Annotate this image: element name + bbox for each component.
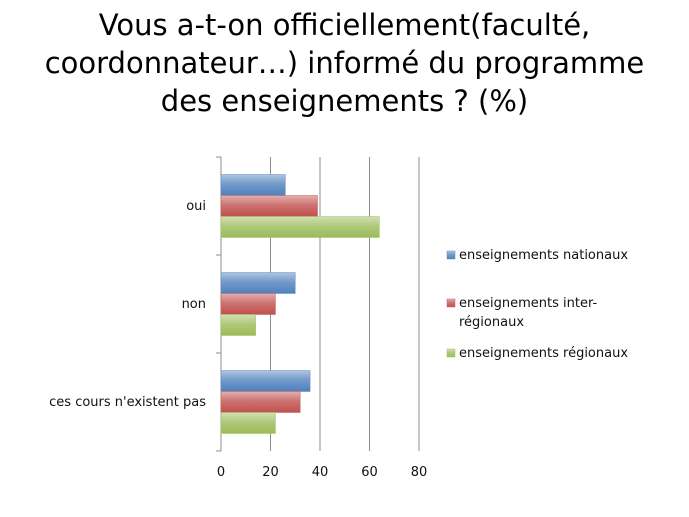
category-label-0: oui [186, 199, 206, 214]
chart-title-line-1: Vous a-t-on officiellement(faculté, [98, 8, 591, 42]
x-tick-label-20: 20 [262, 465, 279, 480]
bar-1-2 [220, 314, 256, 336]
bar-2-1 [220, 391, 301, 413]
legend-label-1-0: enseignements inter- [459, 296, 597, 311]
legend-swatch-1 [446, 298, 456, 308]
legend-label-2-0: enseignements régionaux [459, 346, 628, 361]
category-label-2: ces cours n'existent pas [49, 395, 206, 410]
bar-0-0 [220, 174, 286, 196]
bar-0-2 [220, 216, 380, 238]
chart-title-line-3: des enseignements ? (%) [160, 84, 529, 118]
x-tick-label-0: 0 [217, 465, 225, 480]
category-label-1: non [182, 297, 206, 312]
x-tick-label-80: 80 [411, 465, 428, 480]
bar-1-0 [220, 272, 296, 294]
x-tick-label-60: 60 [361, 465, 378, 480]
legend-swatch-0 [446, 250, 456, 260]
legend-label-0-0: enseignements nationaux [459, 248, 628, 263]
x-tick-label-40: 40 [312, 465, 329, 480]
chart-title: Vous a-t-on officiellement(faculté, coor… [20, 6, 669, 120]
legend-swatch-2 [446, 348, 456, 358]
bar-1-1 [220, 293, 276, 315]
chart-title-line-2: coordonnateur…) informé du programme [44, 46, 645, 80]
bar-2-2 [220, 412, 276, 434]
legend-label-1-1: régionaux [459, 315, 524, 330]
bar-2-0 [220, 370, 311, 392]
bar-0-1 [220, 195, 318, 217]
